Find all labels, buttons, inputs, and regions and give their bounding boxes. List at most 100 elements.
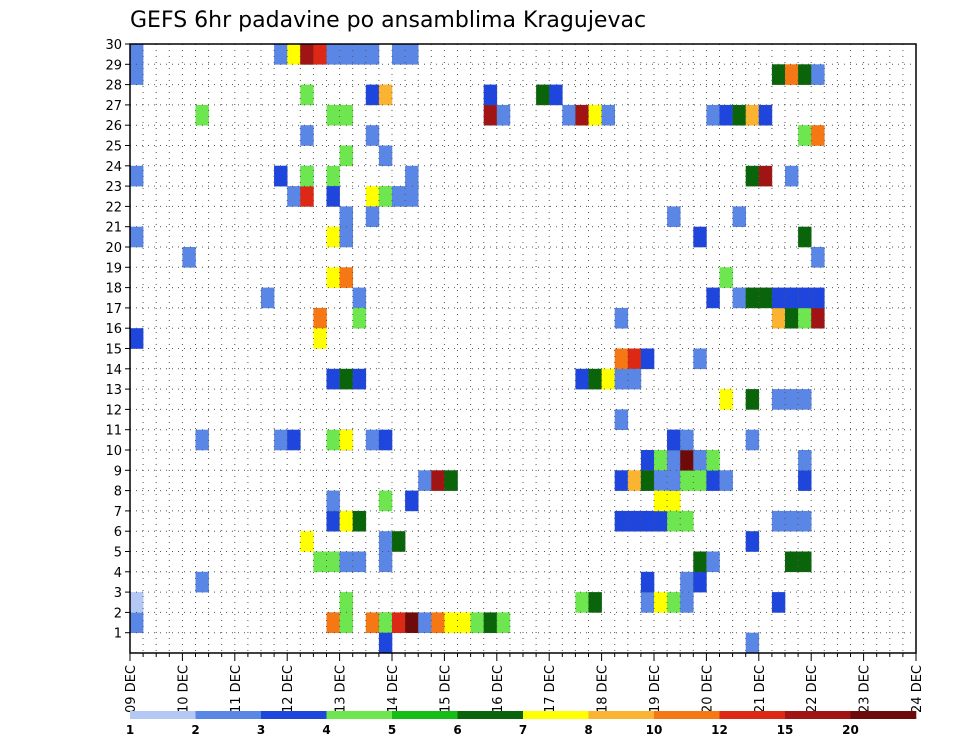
y-tick-label: 13 [105, 383, 122, 398]
precip-cell [654, 450, 668, 471]
precip-cell [483, 104, 498, 126]
precip-cell [326, 368, 340, 390]
precip-cell [339, 145, 353, 167]
precip-cell [378, 531, 393, 552]
precip-cell [719, 267, 733, 288]
precip-cell [771, 510, 786, 532]
precip-cell [614, 409, 629, 430]
precip-cell [313, 551, 327, 573]
colorbar-swatch [588, 711, 655, 719]
precip-cell [496, 104, 511, 126]
x-axis-ticks: 09 DEC 10 DEC 11 DEC 12 DEC 13 DEC 14 DEC 15 D… [124, 653, 925, 713]
precip-cell [431, 612, 445, 633]
y-tick-label: 19 [105, 261, 122, 276]
y-tick-label: 8 [114, 485, 122, 500]
y-tick-label: 18 [105, 282, 122, 297]
precip-cell [588, 592, 602, 613]
precip-cell [339, 368, 353, 390]
precip-cell [654, 510, 668, 532]
precip-cell [378, 490, 393, 512]
precip-cell [758, 287, 773, 309]
precip-cell [785, 165, 799, 187]
colorbar-label: 2 [191, 723, 199, 737]
precip-cell [732, 104, 746, 126]
precip-cell [405, 165, 419, 187]
precip-cell [680, 510, 694, 532]
colorbar-label: 1 [126, 723, 134, 737]
precip-cell [287, 186, 301, 207]
precip-cell [483, 84, 498, 106]
precip-cell [274, 429, 288, 451]
precip-cell [130, 44, 144, 65]
precip-cell [627, 368, 642, 390]
precip-cell [706, 287, 720, 309]
precip-cell [798, 125, 812, 146]
precip-cell [811, 125, 825, 146]
precip-cell [274, 44, 288, 65]
precip-cell [365, 125, 380, 146]
precip-cell [719, 389, 733, 410]
y-tick-label: 24 [105, 160, 122, 175]
precip-cell [300, 125, 314, 146]
precip-cell [719, 470, 733, 491]
precip-cell [706, 104, 720, 126]
precip-cell [680, 571, 694, 593]
precip-cell [195, 429, 209, 451]
precip-cell [365, 84, 380, 106]
precip-cell [195, 571, 209, 593]
precip-cell [771, 389, 786, 410]
precip-cell [667, 450, 681, 471]
x-tick-label: 19 DEC [648, 665, 663, 713]
colorbar-label: 12 [711, 723, 728, 737]
precip-cell [365, 429, 380, 451]
colorbar-swatch [130, 711, 196, 719]
precip-cell [614, 510, 629, 532]
precip-cell [640, 348, 655, 370]
y-tick-label: 17 [105, 302, 122, 317]
precip-cell [706, 450, 720, 471]
y-tick-label: 21 [105, 221, 122, 236]
y-tick-label: 29 [105, 58, 122, 73]
precip-cell [667, 510, 681, 532]
precip-cell [326, 186, 340, 207]
precip-cell [182, 247, 196, 268]
precip-cell [745, 287, 760, 309]
colorbar-label: 4 [322, 723, 330, 737]
precip-cell [313, 307, 327, 329]
precip-cell [640, 470, 655, 491]
precip-cell [693, 551, 707, 573]
colorbar-swatch [457, 711, 524, 719]
precip-cell [339, 592, 353, 613]
colorbar-swatch [654, 711, 720, 719]
chart-title: GEFS 6hr padavine po ansamblima Kragujev… [130, 8, 646, 33]
precip-cell [588, 368, 602, 390]
y-tick-label: 7 [114, 505, 122, 520]
precip-cell [811, 287, 825, 309]
precip-cell [745, 429, 760, 451]
precip-cell [457, 612, 471, 633]
precip-cell [745, 531, 760, 552]
colorbar-label: 5 [388, 723, 396, 737]
precip-cell [405, 612, 419, 633]
precip-cell [378, 612, 393, 633]
precip-cell [261, 287, 275, 309]
precip-cell [339, 551, 353, 573]
precip-cell [130, 165, 144, 187]
x-tick-label: 10 DEC [176, 665, 191, 713]
precip-cell [667, 470, 681, 491]
precip-cell [575, 592, 589, 613]
x-tick-label: 11 DEC [229, 665, 244, 713]
precip-cell [667, 592, 681, 613]
y-tick-label: 25 [105, 140, 122, 155]
precip-cell [326, 104, 340, 126]
precip-cell [640, 571, 655, 593]
precip-cell [300, 531, 314, 552]
precip-cell [352, 287, 367, 309]
precip-cell [693, 226, 707, 248]
precip-cell [811, 247, 825, 268]
precip-cell [719, 104, 733, 126]
x-tick-label: 13 DEC [334, 665, 349, 713]
precip-cell [130, 64, 144, 85]
precip-cell [470, 612, 484, 633]
